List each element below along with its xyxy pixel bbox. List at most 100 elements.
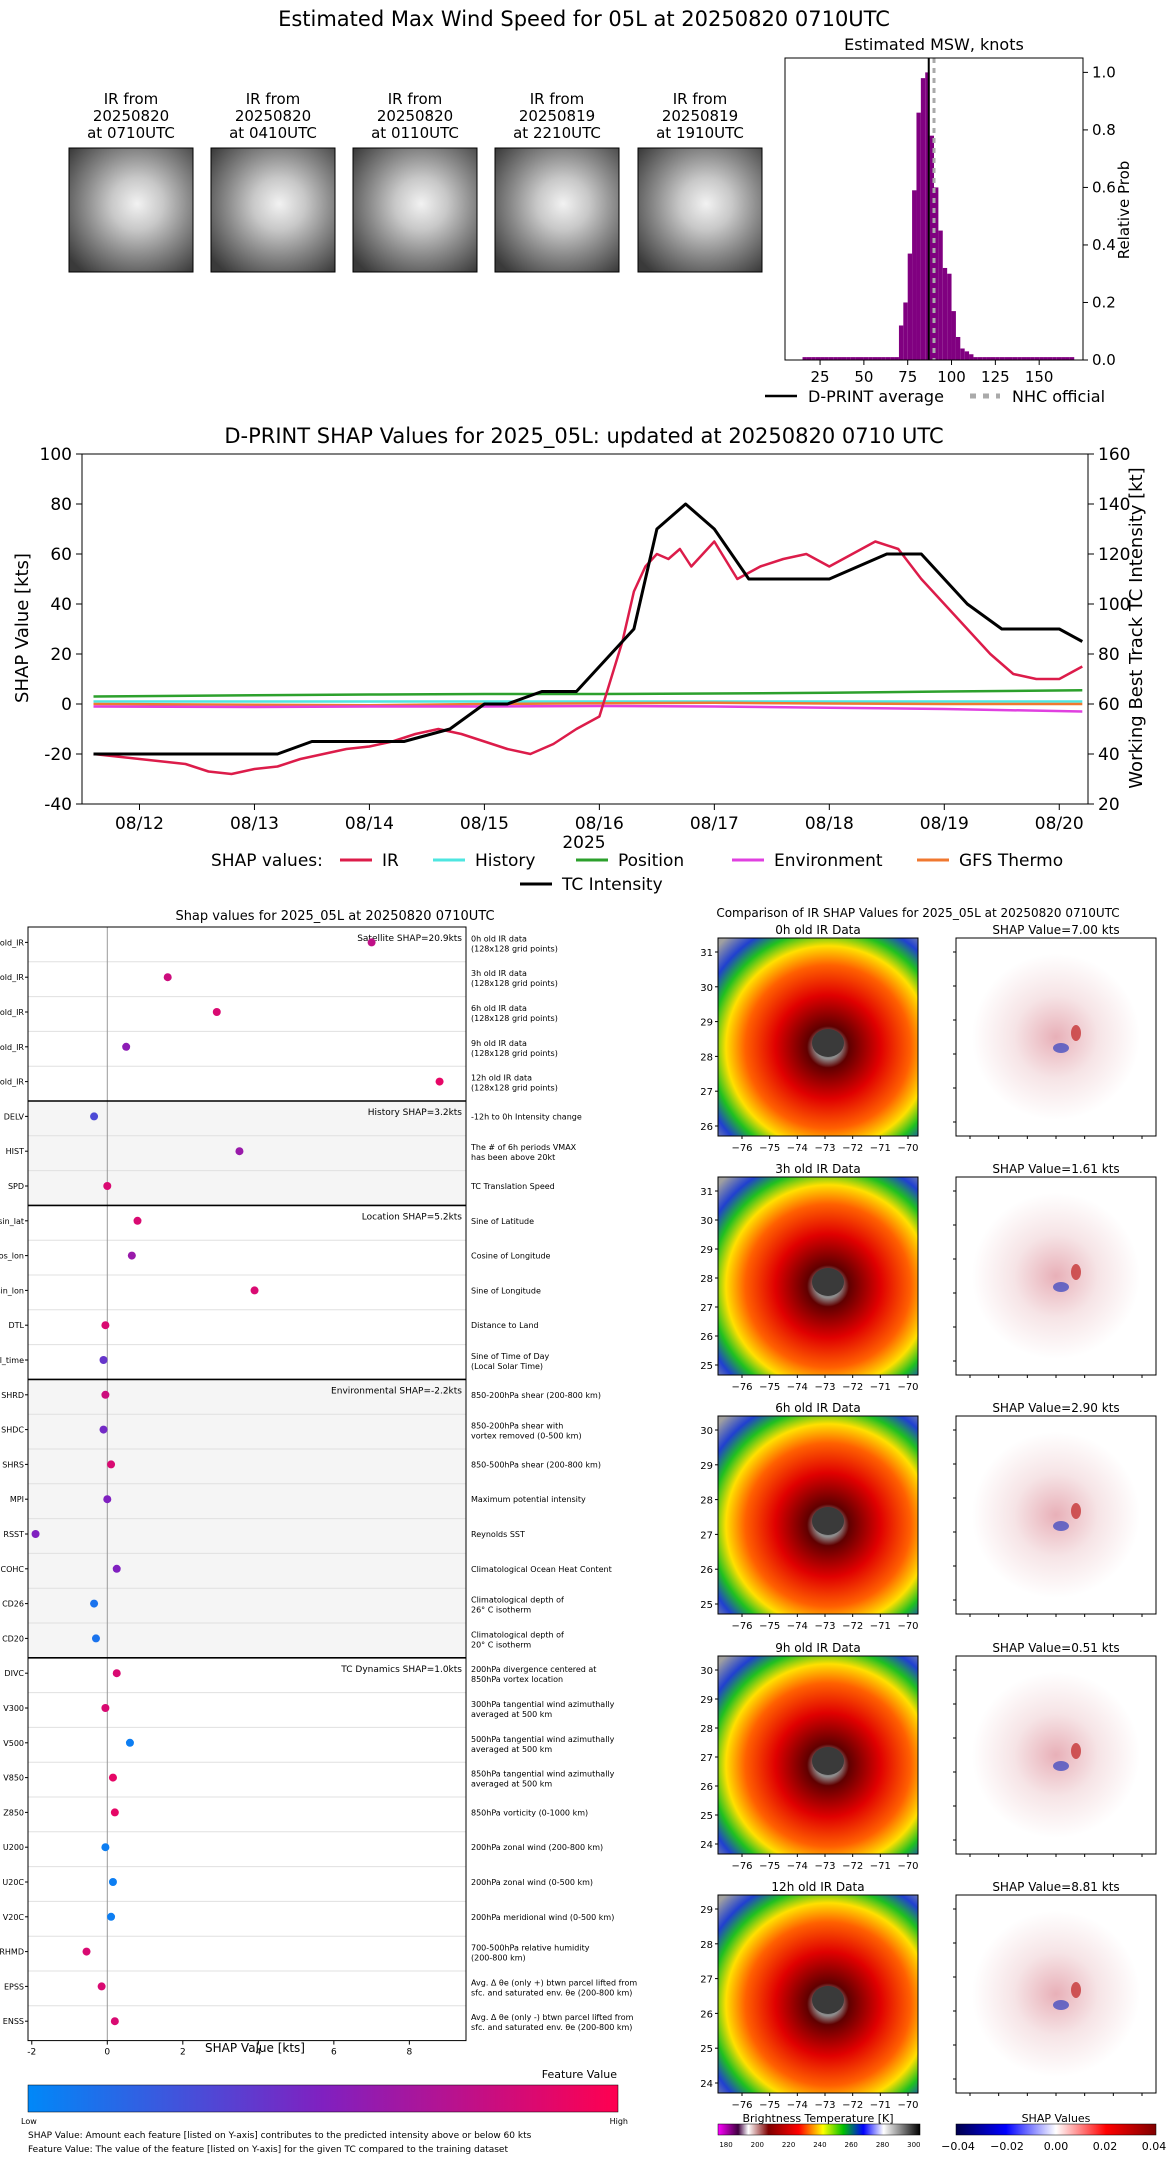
feature-dot [101,1390,110,1399]
feature-dot [112,1669,121,1678]
histogram-bar [824,357,829,360]
feature-dot [110,2017,119,2026]
ir-thumbnail: IR from 20250820 at 0110UTC [352,90,478,273]
thumb-image [494,147,620,273]
colorbar-high: High [610,2117,628,2126]
shap-cb-tick-label: 0.00 [1044,2140,1069,2153]
brightness-tick-label: 180 [719,2141,732,2149]
ir-ytick-label: 25 [700,1811,713,1822]
feature-desc: Avg. Δ θe (only +) btwn parcel lifted fr… [471,1978,637,1987]
thumb-title-line3: at 2210UTC [513,124,601,142]
feature-name: U20C [2,1878,24,1887]
histogram-bar [1004,357,1009,360]
timeseries-ytick-label: 60 [50,545,72,565]
histogram-bar [986,357,991,360]
histogram-bar [1061,357,1066,360]
group-label: History SHAP=3.2kts [368,1108,463,1118]
shap-cb-tick-label: 0.02 [1093,2140,1118,2153]
ir-xtick-label: −76 [731,1382,752,1393]
feature-desc: 850-500hPa shear (200-800 km) [471,1460,601,1469]
feature-dot [91,1634,100,1643]
legend-label-gfs: GFS Thermo [959,851,1063,871]
histogram-bar [841,357,847,360]
series-line-gfs [93,701,1083,707]
shap-map-title: SHAP Value=2.90 kts [992,1401,1119,1415]
timeseries-y2tick-label: 120 [1098,545,1130,565]
shap-blob-negative [1053,1043,1069,1053]
histogram-bar [938,230,943,360]
thumb-title-line1: IR from [104,90,159,108]
histogram-bar [815,357,821,360]
feature-dot [82,1947,91,1956]
feature-dot [99,1425,108,1434]
group-label: Location SHAP=5.2kts [362,1212,463,1222]
histogram-bar [806,357,812,360]
feature-name: DIVC [4,1669,24,1678]
feature-name: CD20 [2,1634,24,1643]
timeseries-y2tick-label: 40 [1098,745,1120,765]
ir-ytick-label: 31 [700,948,713,959]
shap-map-title: SHAP Value=0.51 kts [992,1641,1119,1655]
ir-ytick-label: 30 [700,1666,713,1677]
ir-ytick-label: 27 [700,1753,713,1764]
feature-xlabel: SHAP Value [kts] [205,2041,305,2055]
feature-name: MPI [10,1495,24,1504]
feature-name: SHDC [1,1426,24,1435]
feature-xtick-label: 8 [406,2048,412,2058]
thumb-title-line2: 20250819 [519,107,595,125]
feature-desc: (128x128 grid points) [471,1014,558,1023]
feature-desc: (200-800 km) [471,1954,526,1963]
feature-dot [97,1982,106,1991]
feature-desc: Sine of Time of Day [471,1352,550,1361]
feature-name: 12h_old_IR [0,1078,24,1087]
feature-desc: Sine of Longitude [471,1286,541,1295]
histogram-bar [951,311,956,360]
storm-eye [812,1268,844,1296]
ir-ytick-label: 28 [700,1724,713,1735]
histogram-bar [894,357,899,360]
feature-desc: TC Translation Speed [470,1182,555,1191]
shap-blob-negative [1053,1521,1069,1531]
histogram-ytick-label: 0.2 [1092,293,1116,311]
timeseries-xtick-label: 08/14 [345,814,394,834]
group-label: TC Dynamics SHAP=1.0kts [340,1665,462,1675]
histogram-bar [977,357,983,360]
feature-name: V300 [3,1704,24,1713]
colorbar-low: Low [21,2117,37,2126]
ir-xtick-label: −75 [759,1621,780,1632]
shap-blob-negative [1053,2000,1069,2010]
shap-map [955,1176,1157,1376]
histogram-bar [916,112,921,361]
feature-name: sin_local_time [0,1356,24,1365]
ir-xtick-label: −70 [897,1861,918,1872]
feature-desc: 3h old IR data [471,969,527,978]
footnote-feature: Feature Value: The value of the feature … [28,2145,508,2155]
feature-desc: has been above 20kt [471,1153,555,1162]
timeseries-ytick-label: -40 [44,795,72,815]
feature-desc: -12h to 0h Intensity change [471,1112,582,1121]
ir-ytick-label: 26 [700,1332,713,1343]
feature-dot [108,1878,117,1886]
thumb-title-line2: 20250820 [377,107,453,125]
histogram-bar [881,357,886,360]
group-label: Environmental SHAP=-2.2kts [331,1386,462,1396]
timeseries-ytick-label: 100 [40,445,72,465]
histogram-bar [942,267,948,360]
legend-label-history: History [475,851,535,871]
feature-desc: (128x128 grid points) [471,1084,558,1093]
ir-xtick-label: −74 [787,1382,808,1393]
ir-image-title: 3h old IR Data [775,1162,861,1176]
feature-dot [31,1530,40,1538]
feature-name: 3h_old_IR [0,973,24,982]
ir-image-title: 0h old IR Data [775,923,861,937]
shap-blob-positive [1071,1264,1081,1280]
feature-name: V500 [3,1739,24,1748]
histogram-bar [885,357,891,360]
feature-name: 6h_old_IR [0,1008,24,1017]
ir-xtick-label: −70 [897,1382,918,1393]
ir-xtick-label: −76 [731,2100,752,2111]
feature-desc: 6h old IR data [471,1004,527,1013]
comparison-title: Comparison of IR SHAP Values for 2025_05… [716,906,1119,920]
shap-blob-negative [1053,1282,1069,1292]
